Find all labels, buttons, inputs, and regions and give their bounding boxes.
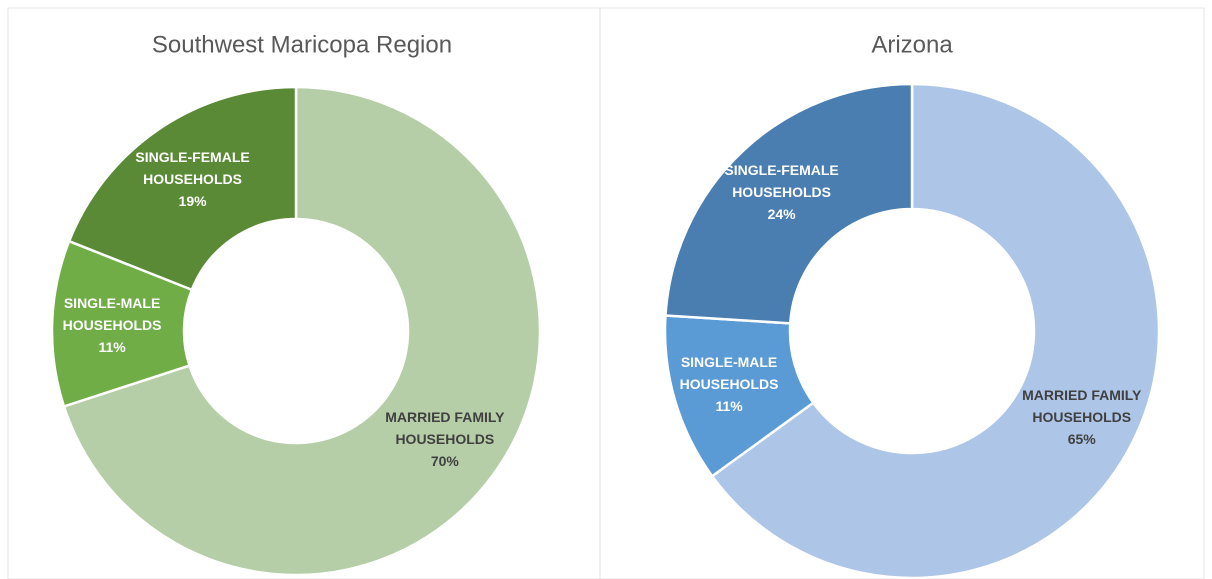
frame <box>7 7 1205 579</box>
category-label: MARRIED FAMILY HOUSEHOLDS <box>385 409 505 448</box>
chart-title: Southwest Maricopa Region <box>152 31 452 58</box>
value-label: 70% <box>430 453 459 470</box>
value-label: 19% <box>178 192 207 209</box>
donut-slice <box>710 82 1161 579</box>
value-label: 11% <box>98 339 126 356</box>
category-label: SINGLE-FEMALE HOUSEHOLDS <box>135 148 250 187</box>
value-label: 24% <box>767 206 796 223</box>
value-label: 11% <box>715 398 743 415</box>
chart-title: Arizona <box>871 31 953 58</box>
category-label: SINGLE-MALE HOUSEHOLDS <box>62 295 162 334</box>
value-label: 65% <box>1067 431 1096 448</box>
category-label: MARRIED FAMILY HOUSEHOLDS <box>1022 387 1142 426</box>
donut-slice <box>664 82 914 325</box>
donut-slice <box>62 85 542 577</box>
category-label: SINGLE-FEMALE HOUSEHOLDS <box>724 162 839 201</box>
category-label: SINGLE-MALE HOUSEHOLDS <box>679 354 779 393</box>
donut-slice <box>67 85 298 292</box>
